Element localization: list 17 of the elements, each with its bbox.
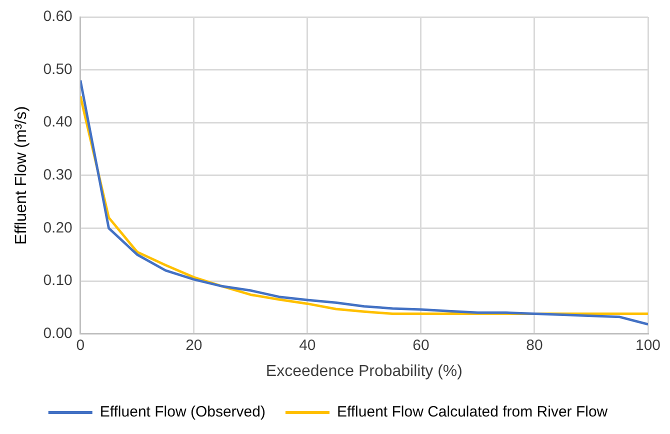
- legend-label: Effluent Flow Calculated from River Flow: [336, 404, 608, 421]
- y-tick-label: 0.40: [43, 114, 72, 131]
- y-tick-label: 0.30: [43, 166, 72, 184]
- x-tick-label: 80: [526, 336, 543, 354]
- y-tick-label: 0.10: [43, 272, 72, 290]
- y-tick-label: 0.50: [43, 60, 72, 78]
- x-tick-label: 40: [299, 336, 316, 354]
- x-tick-label: 20: [186, 336, 202, 354]
- y-axis-title: Effluent Flow (m³/s): [13, 106, 30, 245]
- x-tick-label: 60: [412, 336, 430, 354]
- x-tick-label: 0: [76, 336, 85, 354]
- y-tick-label: 0.60: [43, 8, 72, 26]
- x-tick-label: 100: [635, 336, 661, 354]
- y-tick-label: 0.20: [43, 219, 72, 236]
- x-axis-title: Exceedence Probability (%): [266, 362, 462, 380]
- legend-label: Effluent Flow (Observed): [100, 404, 266, 421]
- y-tick-label: 0.00: [43, 324, 72, 342]
